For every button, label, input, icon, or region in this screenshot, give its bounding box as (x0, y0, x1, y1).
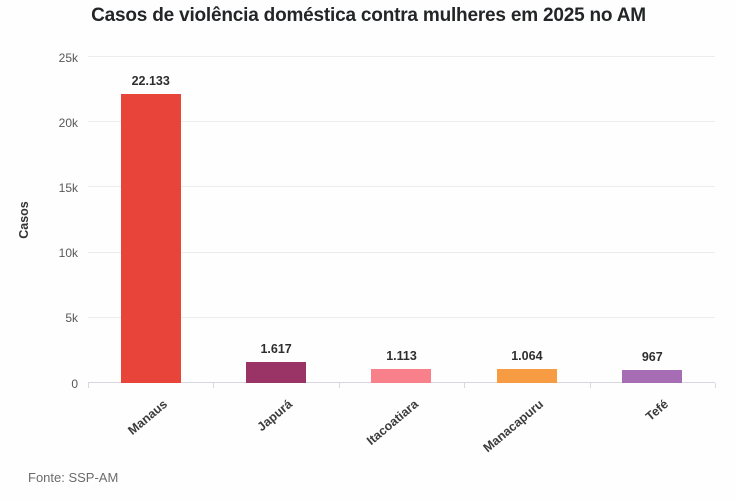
y-gridline (88, 251, 715, 253)
y-gridline (88, 316, 715, 318)
x-axis-tick (338, 383, 340, 388)
y-gridline (88, 121, 715, 123)
y-tick-label: 5k (65, 311, 78, 326)
bar-value-label: 22.133 (131, 74, 170, 89)
y-gridline (88, 186, 715, 188)
bar-japura (246, 361, 307, 383)
bar-itacoatiara (371, 368, 432, 383)
bar-column: 1.064 Manacapuru (464, 57, 589, 455)
bar-column: 22.133 Manaus (88, 57, 213, 438)
bar-value-label: 967 (641, 350, 663, 365)
x-axis-tick (715, 383, 716, 388)
bar-column: 967 Tefé (590, 57, 715, 424)
x-tick-label: Japurá (254, 397, 296, 435)
y-tick-label: 25k (58, 50, 78, 65)
x-axis-tick (589, 383, 591, 388)
bar-manaus (120, 94, 181, 383)
bar-value-label: 1.064 (511, 349, 543, 364)
bar-value-label: 1.617 (260, 341, 292, 356)
bar-tefe (622, 370, 683, 383)
x-tick-label: Manacapuru (480, 397, 546, 456)
x-tick-label: Itacoatiara (363, 397, 421, 448)
y-tick-label: 15k (58, 180, 78, 195)
x-tick-label: Manaus (125, 397, 170, 438)
bar-manacapuru (496, 369, 557, 383)
y-axis-title: Casos (17, 201, 31, 239)
x-axis-tick (213, 383, 215, 388)
bar-column: 1.617 Japurá (213, 57, 338, 434)
bar-value-label: 1.113 (386, 348, 417, 363)
source-note: Fonte: SSP-AM (28, 470, 119, 485)
y-tick-label: 0 (71, 376, 78, 391)
y-gridline (88, 56, 715, 57)
x-axis-tick (88, 383, 89, 388)
y-tick-label: 10k (58, 246, 78, 261)
plot-area: 0 5k 10k 15k 20k 25k 22.133 Manaus 1.617 Japurá 1.… (59, 51, 716, 455)
chart-title: Casos de violência doméstica contra mulh… (91, 5, 646, 26)
y-tick-label: 20k (58, 115, 78, 130)
bar-column: 1.113 Itacoatiara (339, 57, 464, 448)
x-axis-tick (464, 383, 466, 388)
x-tick-label: Tefé (643, 397, 672, 424)
